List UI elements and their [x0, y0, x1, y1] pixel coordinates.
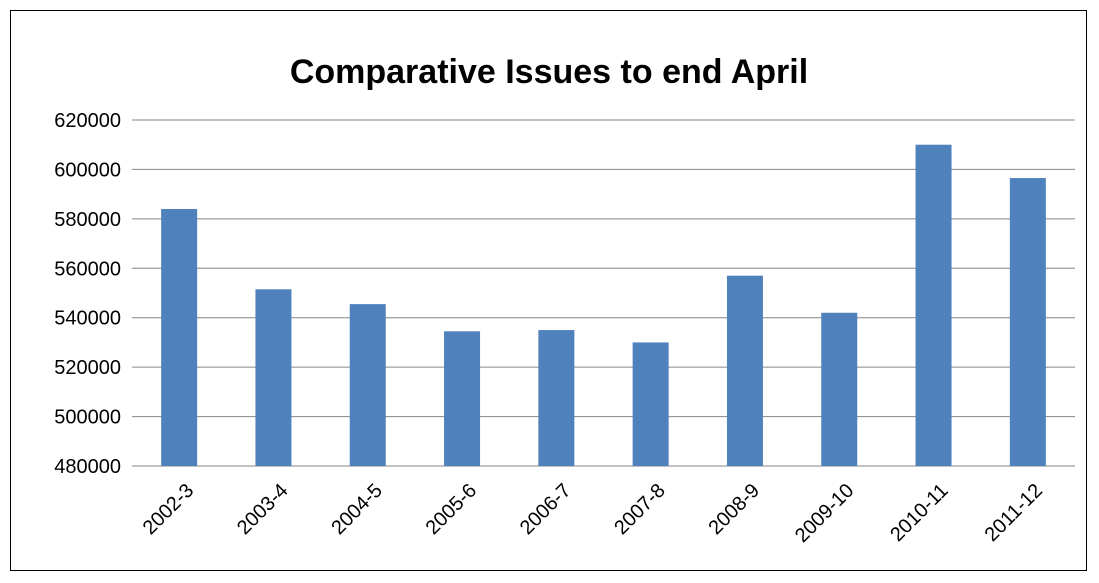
x-tick-label: 2009-10 [791, 480, 858, 547]
bar-chart: Comparative Issues to end April 480000 50… [54, 53, 1075, 547]
x-tick-label: 2005-6 [422, 480, 482, 540]
bars [161, 144, 1046, 467]
y-tick-label: 480000 [54, 456, 121, 478]
bar-2004-5 [349, 304, 386, 466]
y-tick-label: 540000 [54, 308, 121, 330]
y-axis-tick-labels: 480000 500000 520000 540000 560000 580000 6000… [54, 110, 121, 478]
x-tick-label: 2008-9 [705, 480, 765, 540]
y-tick-label: 500000 [54, 407, 121, 429]
x-axis-tick-labels: 2002-3 2003-4 2004-5 2005-6 2006-7 2007-8 2008… [139, 480, 1047, 547]
x-tick-label: 2002-3 [139, 480, 199, 540]
bar-2008-9 [726, 275, 763, 466]
x-tick-label: 2006-7 [516, 480, 576, 540]
bar-2003-4 [255, 289, 292, 466]
bar-2009-10 [821, 312, 858, 466]
bar-2011-12 [1009, 178, 1046, 467]
bar-2010-11 [915, 144, 952, 466]
x-tick-label: 2003-4 [233, 480, 293, 540]
bar-2006-7 [538, 330, 575, 466]
x-tick-label: 2004-5 [327, 480, 387, 540]
bar-2002-3 [161, 208, 198, 466]
x-tick-label: 2007-8 [610, 480, 670, 540]
bar-2007-8 [632, 342, 669, 466]
bar-2005-6 [444, 331, 481, 466]
y-tick-label: 620000 [54, 110, 121, 132]
y-tick-label: 560000 [54, 258, 121, 280]
y-tick-label: 520000 [54, 357, 121, 379]
x-tick-label: 2011-12 [981, 480, 1047, 546]
x-tick-label: 2010-11 [886, 480, 952, 546]
chart-title: Comparative Issues to end April [290, 53, 808, 91]
y-tick-label: 600000 [54, 159, 121, 181]
y-tick-label: 580000 [54, 209, 121, 231]
chart-frame: Comparative Issues to end April 480000 50… [10, 10, 1087, 571]
